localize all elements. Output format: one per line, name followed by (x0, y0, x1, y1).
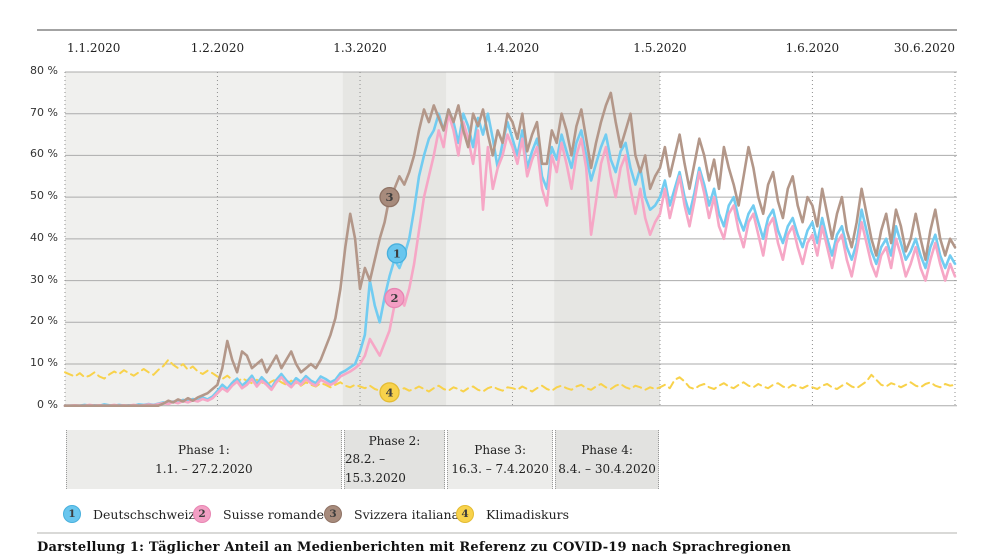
date-label: 30.6.2020 (893, 41, 955, 55)
legend-marker-1: 1 (63, 505, 81, 523)
legend-item: 3 Svizzera italiana (324, 505, 459, 523)
phase-box: Phase 4: 8.4. – 30.4.2020 (555, 430, 659, 489)
marker-label-2: 2 (390, 291, 398, 305)
date-label: 1.6.2020 (785, 41, 840, 55)
y-axis-label: 70 % (30, 105, 58, 119)
series-line-suisse-romande (63, 112, 957, 408)
date-label: 1.1.2020 (67, 41, 121, 55)
figure-caption: Darstellung 1: Täglicher Anteil an Medie… (37, 540, 792, 555)
legend-item: 4 Klimadiskurs (456, 505, 569, 523)
legend-label: Svizzera italiana (354, 506, 460, 522)
phase-box-label: Phase 3: (474, 442, 526, 457)
phase-box-range: 16.3. – 7.4.2020 (451, 461, 549, 476)
legend-marker-2: 2 (193, 505, 211, 523)
legend-marker-3: 3 (324, 505, 342, 523)
top-rule (37, 29, 957, 31)
legend-label: Klimadiskurs (486, 506, 570, 522)
phase-box: Phase 1: 1.1. – 27.2.2020 (66, 430, 342, 489)
legend-label: Deutschschweiz (93, 506, 196, 522)
phase-box-range: 8.4. – 30.4.2020 (558, 461, 656, 476)
date-label: 1.2.2020 (190, 41, 245, 55)
series-line-svizzera-italiana (63, 91, 957, 408)
legend-label: Suisse romande (223, 506, 325, 522)
marker-1 (386, 243, 408, 264)
phase-box-label: Phase 2: (368, 433, 421, 448)
y-axis-label: 20 % (30, 314, 58, 328)
marker-4 (379, 382, 400, 403)
y-axis-label: 80 % (30, 64, 58, 77)
phase-box: Phase 3: 16.3. – 7.4.2020 (447, 430, 554, 489)
phase-box-range: 1.1. – 27.2.2020 (155, 461, 253, 476)
marker-label-1: 1 (393, 246, 401, 260)
phase-box-label: Phase 1: (178, 442, 230, 457)
y-axis-label: 10 % (30, 355, 58, 369)
legend-marker-4: 4 (456, 505, 474, 523)
marker-2 (384, 287, 405, 309)
y-axis-label: 0 % (37, 397, 58, 411)
y-axis-label: 50 % (30, 189, 58, 203)
series-line-klimadiskurs (64, 358, 956, 395)
date-label: 1.3.2020 (333, 41, 387, 55)
phase-box-range: 28.2. – 15.3.2020 (344, 452, 406, 485)
marker-3 (379, 186, 400, 208)
marker-label-3: 3 (386, 190, 394, 204)
phase-box-label: Phase 4: (581, 442, 633, 457)
phase-box: Phase 2: 28.2. – 15.3.2020 (343, 430, 446, 489)
y-axis-label: 60 % (30, 147, 58, 161)
y-axis-label: 40 % (30, 230, 58, 244)
y-axis-label: 30 % (30, 272, 58, 286)
bottom-rule (37, 532, 957, 534)
marker-label-4: 4 (386, 385, 394, 399)
legend-item: 1 Deutschschweiz (63, 505, 195, 523)
date-label: 1.5.2020 (633, 41, 687, 55)
date-label: 1.4.2020 (485, 41, 540, 55)
legend-item: 2 Suisse romande (193, 505, 324, 523)
